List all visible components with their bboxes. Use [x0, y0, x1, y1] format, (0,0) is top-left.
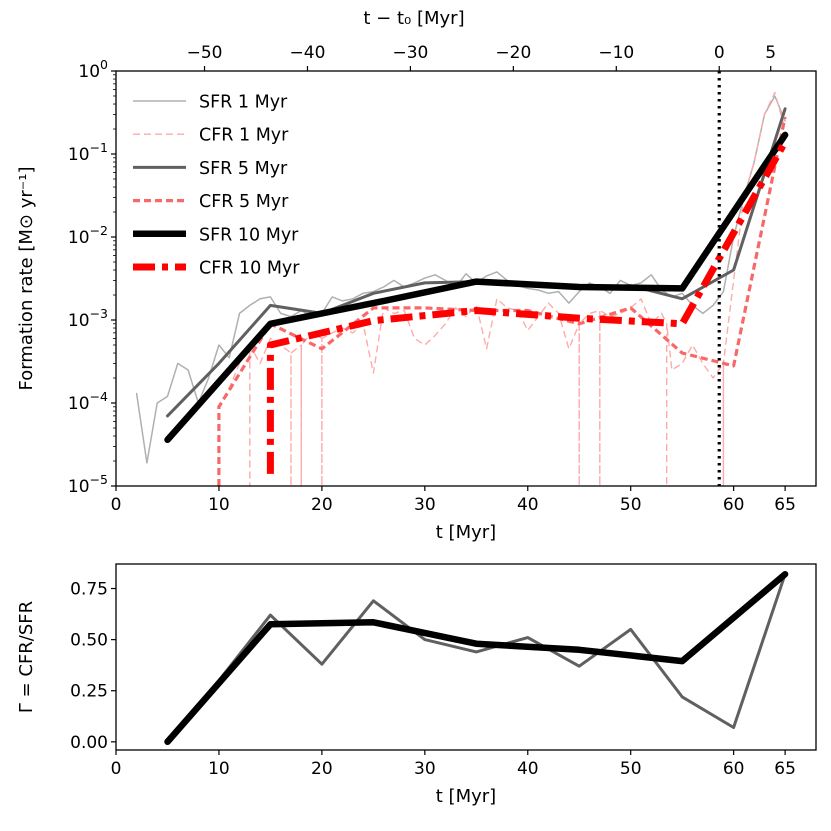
gamma-x-axis-label: t [Myr]: [436, 786, 496, 807]
top-x-tick-label: −30: [392, 43, 428, 63]
x-tick-label: 10: [208, 495, 230, 515]
series-line-cfr-1-myr: [218, 91, 786, 486]
legend-label: CFR 5 Myr: [199, 192, 289, 212]
gamma-x-tick-label: 30: [414, 759, 436, 779]
top-x-tick-label: −10: [598, 43, 634, 63]
bottom-x-axis-ticks: 0 10 20 30 40 50 60 65: [111, 486, 796, 515]
top-x-tick-label: −20: [495, 43, 531, 63]
gamma-y-axis-label: Γ = CFR/SFR: [16, 601, 37, 713]
x-tick-label: 40: [517, 495, 539, 515]
legend: SFR 1 Myr CFR 1 Myr SFR 5 Myr CFR 5 Myr SFR …: [133, 93, 300, 279]
top-x-tick-label: 5: [765, 43, 776, 63]
gamma-x-tick-label: 40: [517, 759, 539, 779]
y-tick-label: 10−4: [68, 389, 108, 414]
gamma-x-tick-label: 50: [620, 759, 642, 779]
x-tick-label: 50: [620, 495, 642, 515]
gamma-x-tick-label: 20: [311, 759, 333, 779]
top-x-tick-label: 0: [714, 43, 725, 63]
top-x-tick-label: −50: [187, 43, 223, 63]
legend-label: CFR 1 Myr: [199, 126, 289, 146]
x-tick-label: 30: [414, 495, 436, 515]
gamma-series: [164, 570, 789, 746]
formation-rate-panel: 0 10 20 30 40 50 60 65 −50 −40 −30 −20 −10 0 5 10−510…: [16, 8, 817, 543]
x-tick-label: 65: [774, 495, 796, 515]
gamma-y-tick-label: 0.75: [70, 580, 108, 600]
gamma-axes-frame: [115, 563, 817, 751]
gamma-x-tick-label: 60: [723, 759, 745, 779]
y-tick-label: 10−5: [68, 472, 108, 497]
gamma-y-axis-ticks: 0.00 0.25 0.50 0.75: [70, 580, 116, 753]
formation-rate-series: [135, 91, 789, 486]
legend-label: SFR 5 Myr: [199, 159, 288, 179]
series-line-sfr-1-myr: [135, 95, 786, 464]
gamma-x-axis-ticks: 0 10 20 30 40 50 60 65: [111, 750, 796, 779]
series-line-10-myr: [164, 570, 789, 746]
series-line-cfr-10-myr: [266, 140, 789, 474]
series-line-5-myr: [166, 572, 787, 744]
gamma-panel: 0 10 20 30 40 50 60 65 0.00 0.25 0.50 0.75 t [Myr]…: [16, 563, 817, 807]
gamma-y-tick-label: 0.25: [70, 682, 108, 702]
legend-label: SFR 10 Myr: [199, 225, 299, 245]
gamma-x-tick-label: 10: [208, 759, 230, 779]
formation-rate-axes-frame: [115, 70, 817, 487]
gamma-y-tick-label: 0.50: [70, 631, 108, 651]
gamma-y-tick-label: 0.00: [70, 733, 108, 753]
y-tick-label: 100: [78, 57, 108, 82]
y-axis-ticks: 10−5 10−4 10−3 10−2 10−1 100: [68, 57, 116, 497]
top-x-axis-label: t − t₀ [Myr]: [363, 8, 464, 29]
top-x-tick-label: −40: [290, 43, 326, 63]
x-tick-label: 0: [111, 495, 122, 515]
y-tick-label: 10−3: [68, 306, 108, 331]
x-tick-label: 20: [311, 495, 333, 515]
y-tick-label: 10−1: [68, 140, 108, 165]
gamma-x-tick-label: 0: [111, 759, 122, 779]
x-tick-label: 60: [723, 495, 745, 515]
series-line-sfr-10-myr: [164, 131, 789, 444]
legend-label: SFR 1 Myr: [199, 93, 288, 113]
gamma-x-tick-label: 65: [774, 759, 796, 779]
y-tick-label: 10−2: [68, 223, 108, 248]
y-axis-label: Formation rate [M⊙ yr⁻¹]: [16, 166, 37, 390]
legend-label: CFR 10 Myr: [199, 259, 300, 279]
top-x-axis-ticks: −50 −40 −30 −20 −10 0 5: [187, 43, 776, 71]
x-axis-label: t [Myr]: [436, 522, 496, 543]
